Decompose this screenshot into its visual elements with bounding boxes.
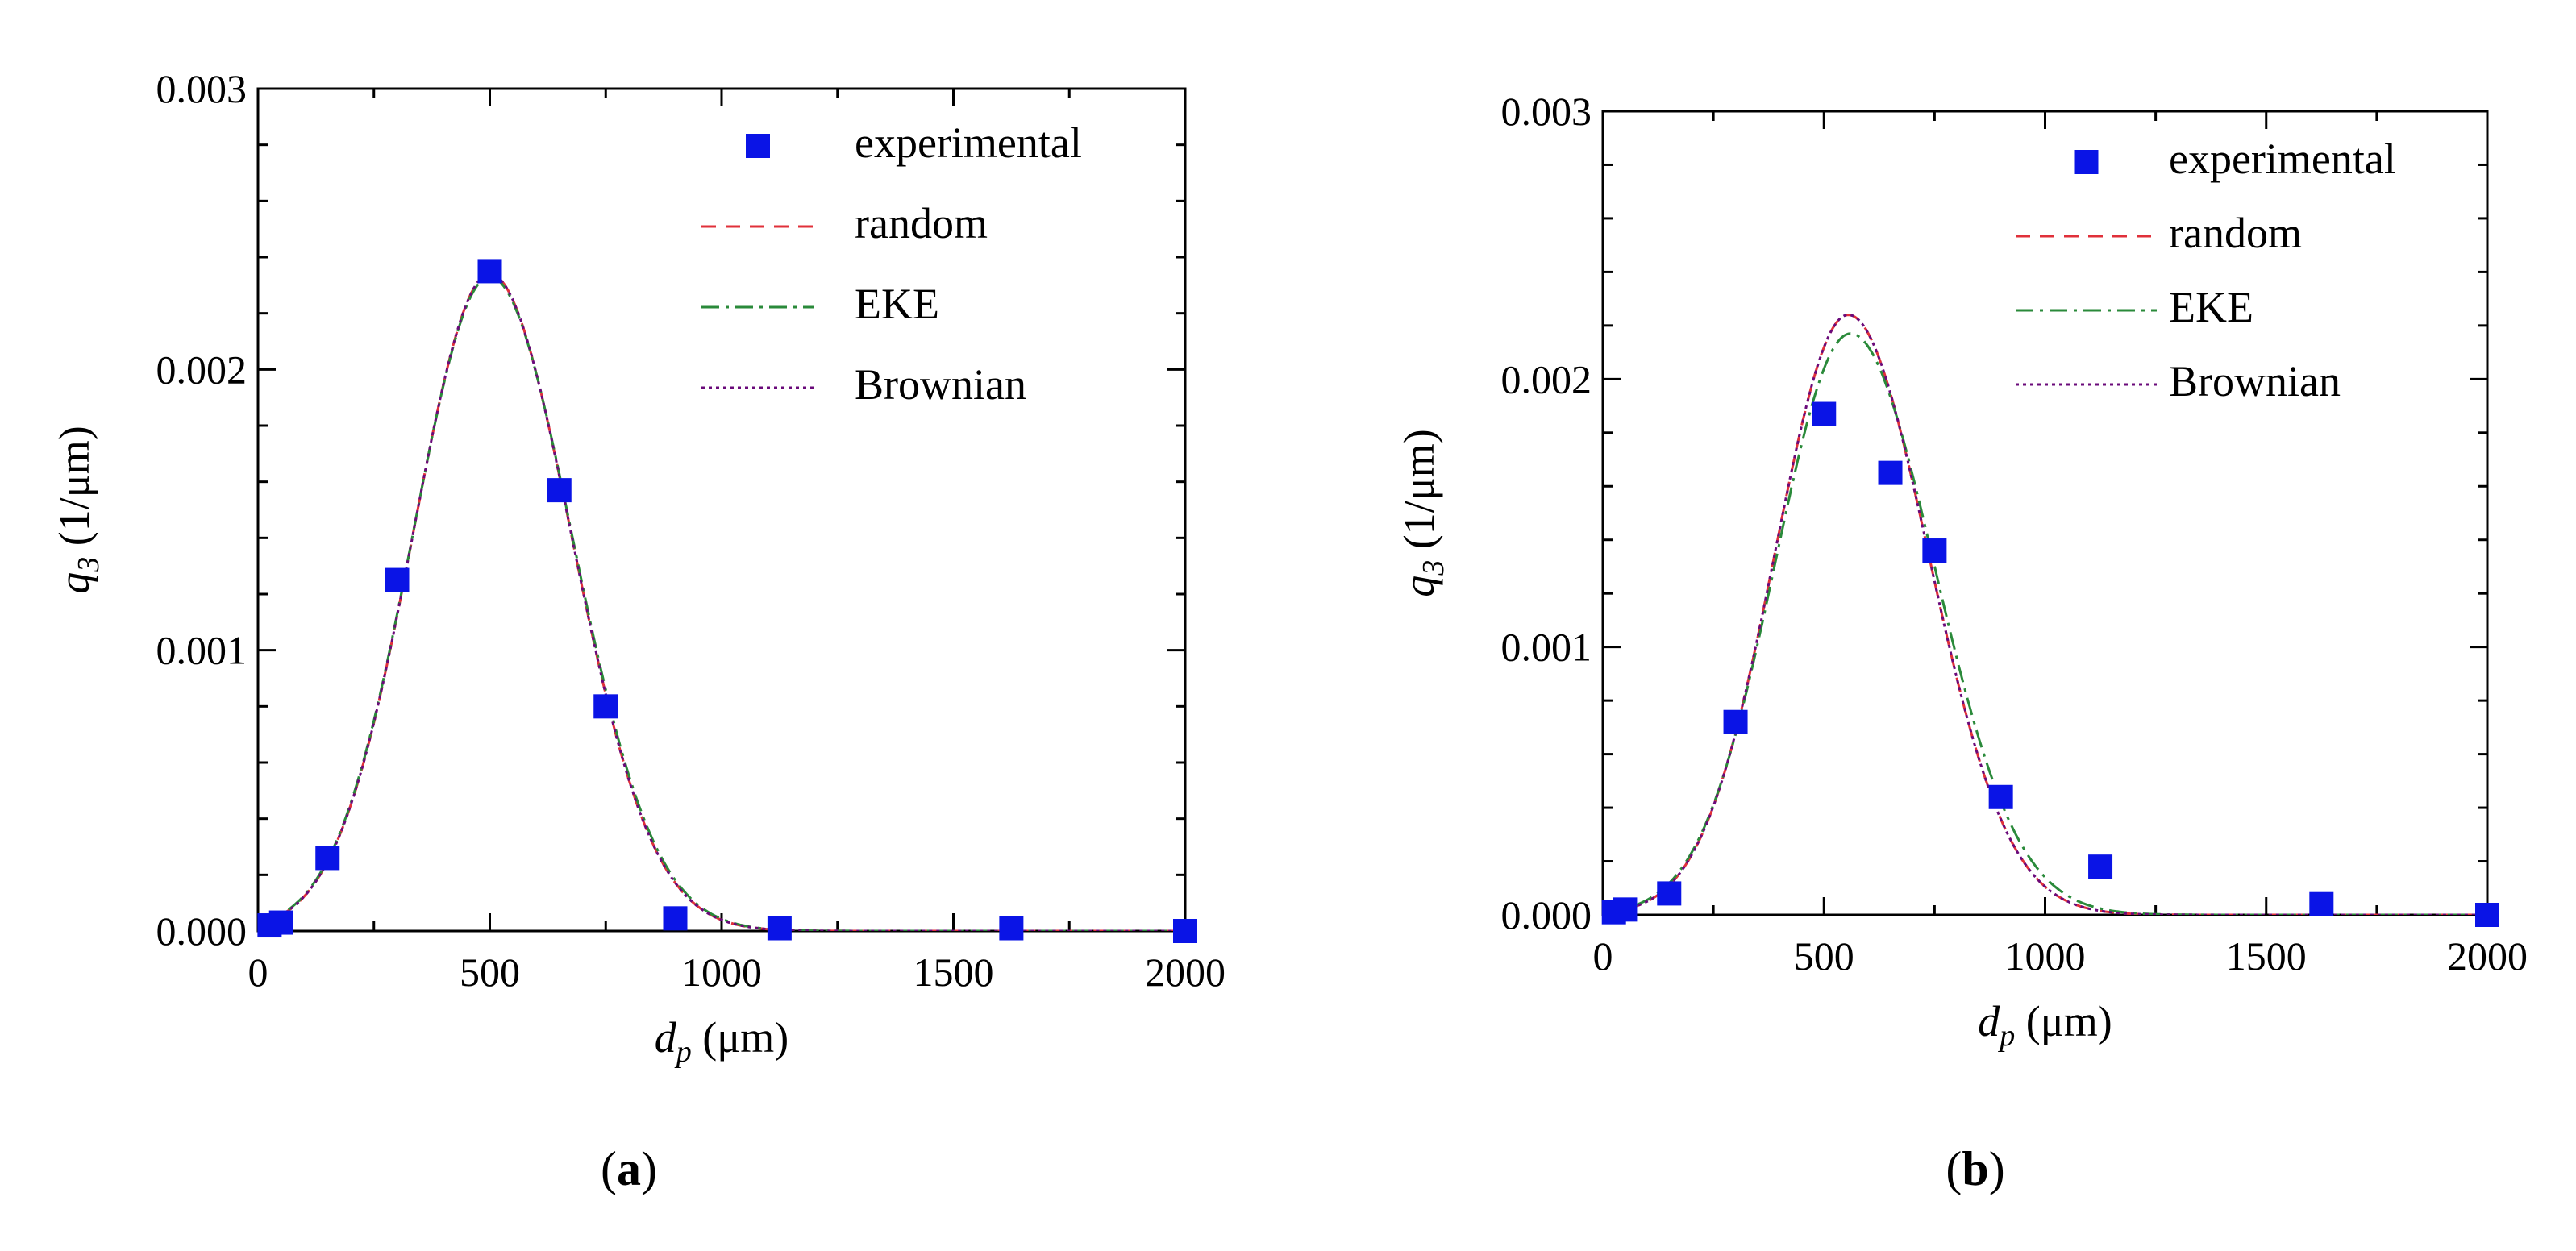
- legend-label-brownian: Brownian: [855, 360, 1026, 409]
- experimental-point: [1723, 709, 1748, 734]
- x-tick-label: 1000: [681, 950, 762, 995]
- legend-label-experimental: experimental: [855, 118, 1082, 167]
- y-axis-label: q3 (1/μm): [1395, 429, 1450, 596]
- x-tick-label: 2000: [2447, 933, 2528, 979]
- experimental-point: [385, 567, 410, 592]
- experimental-point: [547, 478, 572, 503]
- y-tick-label: 0.002: [1501, 356, 1592, 401]
- x-axis-label: dp (μm): [1978, 997, 2112, 1053]
- experimental-point: [477, 259, 502, 284]
- series-line-brownian: [1603, 314, 2487, 915]
- series-line-random: [258, 272, 1185, 931]
- x-tick-label: 500: [1794, 933, 1854, 979]
- experimental-point: [2309, 891, 2334, 916]
- chart-panel-b: 0 500 1000 1500 2000 0.000 0.001 0.002 0.003 dp (…: [1395, 89, 2528, 1195]
- legend-label-random: random: [855, 199, 988, 247]
- plot-frame: [1601, 110, 2489, 916]
- y-tick-label: 0.002: [156, 347, 248, 392]
- legend-label-random: random: [2169, 209, 2302, 257]
- experimental-point: [1657, 881, 1682, 906]
- experimental-point: [315, 846, 340, 871]
- y-tick-label: 0.003: [1501, 89, 1592, 134]
- legend-label-brownian: Brownian: [2169, 357, 2341, 405]
- experimental-point: [1812, 401, 1837, 426]
- legend-label-eke: EKE: [855, 280, 939, 328]
- legend-label-experimental: experimental: [2169, 135, 2396, 183]
- x-axis-label: dp (μm): [655, 1013, 789, 1069]
- experimental-point: [1922, 538, 1947, 563]
- experimental-point: [1613, 897, 1638, 922]
- y-tick-label: 0.001: [1501, 625, 1592, 670]
- chart-panel-a: 0 500 1000 1500 2000 0.000 0.001 0.002 0.003 dp (…: [50, 66, 1226, 1195]
- experimental-point: [767, 916, 792, 941]
- experimental-point: [1878, 460, 1903, 485]
- experimental-point: [2088, 854, 2113, 879]
- legend: experimental random EKE Brownian: [2016, 135, 2396, 405]
- x-tick-label: 1500: [913, 950, 994, 995]
- series-line-random: [1603, 314, 2487, 915]
- series-line-eke: [258, 275, 1185, 931]
- plot-frame: [256, 87, 1187, 933]
- panel-label: (b): [1946, 1142, 2004, 1195]
- x-tick-label: 0: [1593, 933, 1613, 979]
- experimental-point: [268, 910, 293, 935]
- y-tick-label: 0.000: [1501, 892, 1592, 937]
- legend: experimental random EKE Brownian: [701, 118, 1082, 409]
- x-tick-label: 1500: [2226, 933, 2307, 979]
- panel-label: (a): [601, 1142, 657, 1195]
- x-tick-label: 2000: [1145, 950, 1226, 995]
- legend-marker-experimental: [746, 134, 770, 158]
- x-tick-label: 1000: [2005, 933, 2086, 979]
- experimental-point: [2475, 903, 2499, 927]
- y-tick-label: 0.003: [156, 66, 248, 111]
- experimental-point: [999, 916, 1024, 941]
- y-tick-label: 0.001: [156, 628, 248, 673]
- x-tick-label: 500: [460, 950, 520, 995]
- series-line-brownian: [258, 272, 1185, 931]
- experimental-point: [1173, 919, 1197, 943]
- experimental-point: [593, 694, 618, 719]
- y-tick-label: 0.000: [156, 908, 248, 954]
- experimental-point: [663, 906, 688, 931]
- legend-marker-experimental: [2074, 150, 2099, 174]
- y-axis-label: q3 (1/μm): [50, 426, 106, 593]
- series-line-eke: [1603, 332, 2487, 915]
- x-tick-label: 0: [248, 950, 268, 995]
- legend-label-eke: EKE: [2169, 283, 2253, 331]
- experimental-point: [1988, 784, 2013, 809]
